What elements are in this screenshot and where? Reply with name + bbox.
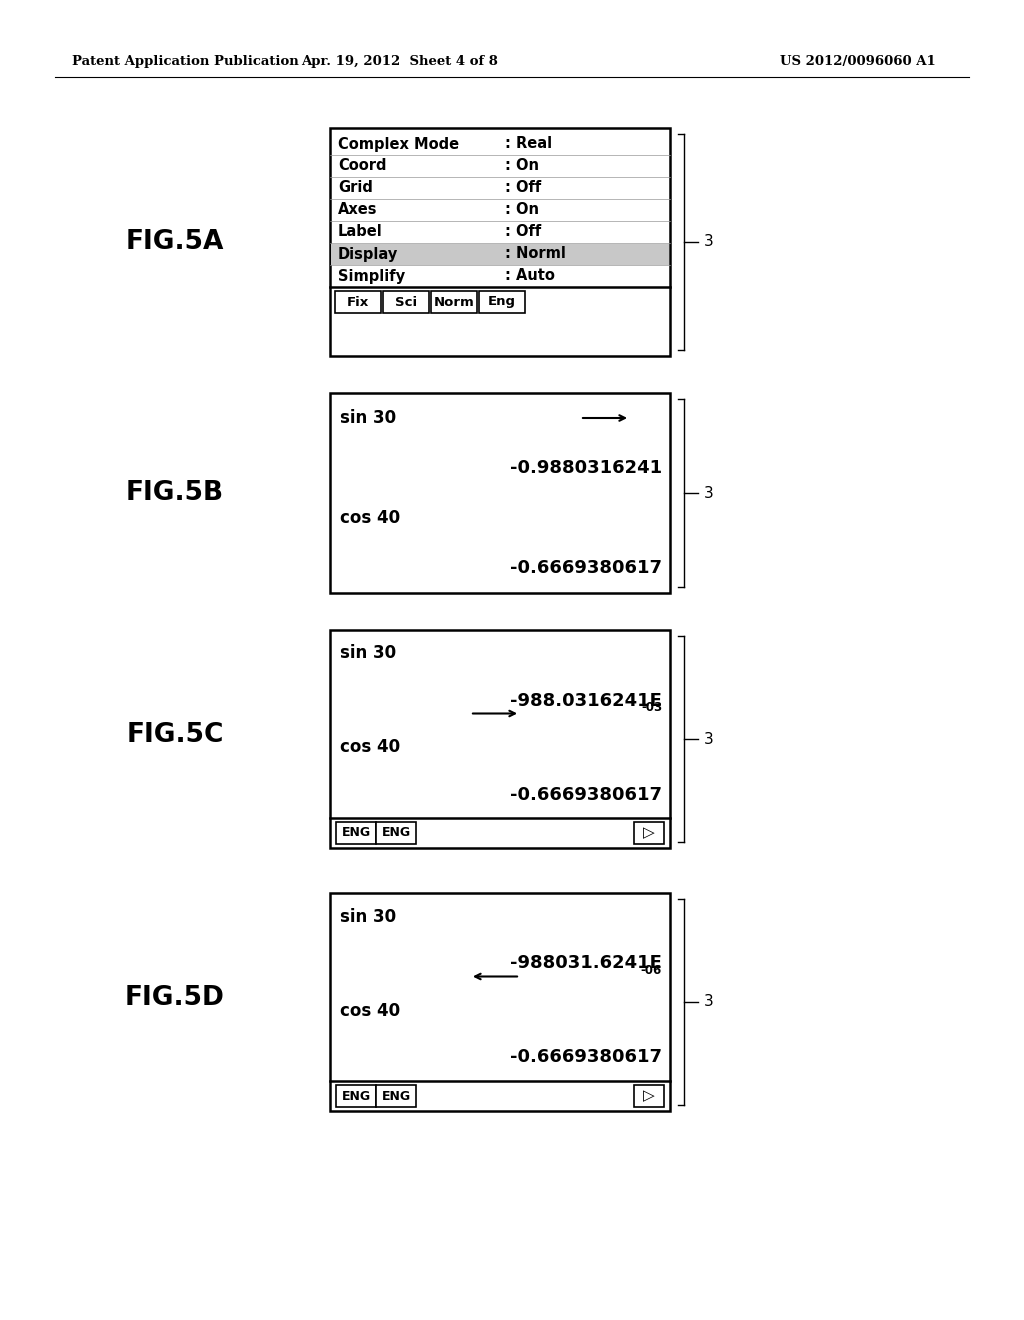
Text: Axes: Axes xyxy=(338,202,378,218)
Text: sin 30: sin 30 xyxy=(340,409,396,426)
Text: : Off: : Off xyxy=(505,181,542,195)
Bar xyxy=(634,822,664,843)
Text: FIG.5D: FIG.5D xyxy=(125,985,225,1011)
Bar xyxy=(479,290,525,313)
Text: -0.6669380617: -0.6669380617 xyxy=(510,1048,662,1067)
Text: 3: 3 xyxy=(705,994,714,1010)
Text: : On: : On xyxy=(505,158,539,173)
Text: -0.6669380617: -0.6669380617 xyxy=(510,558,662,577)
Text: Apr. 19, 2012  Sheet 4 of 8: Apr. 19, 2012 Sheet 4 of 8 xyxy=(301,55,499,69)
Bar xyxy=(634,1085,664,1107)
Text: cos 40: cos 40 xyxy=(340,738,400,756)
Text: Norm: Norm xyxy=(433,296,474,309)
Bar xyxy=(336,1085,376,1107)
Bar xyxy=(335,290,381,313)
Text: -0.9880316241: -0.9880316241 xyxy=(510,459,662,477)
Bar xyxy=(330,894,670,1111)
Text: FIG.5A: FIG.5A xyxy=(126,228,224,255)
Text: Label: Label xyxy=(338,224,383,239)
Bar xyxy=(376,1085,416,1107)
Text: ENG: ENG xyxy=(381,826,411,840)
Text: 3: 3 xyxy=(705,731,714,747)
Text: Grid: Grid xyxy=(338,181,373,195)
Text: Display: Display xyxy=(338,247,398,261)
Bar xyxy=(376,822,416,843)
Bar xyxy=(431,290,477,313)
Text: 3: 3 xyxy=(705,486,714,500)
Text: cos 40: cos 40 xyxy=(340,510,400,527)
Text: -0.6669380617: -0.6669380617 xyxy=(510,785,662,804)
Text: -988.0316241E: -988.0316241E xyxy=(510,692,662,710)
Text: sin 30: sin 30 xyxy=(340,644,396,663)
Text: Patent Application Publication: Patent Application Publication xyxy=(72,55,299,69)
Text: -988031.6241E: -988031.6241E xyxy=(510,954,662,973)
Text: : Real: : Real xyxy=(505,136,552,152)
Text: Simplify: Simplify xyxy=(338,268,406,284)
Text: ▷: ▷ xyxy=(643,1089,655,1104)
Text: Coord: Coord xyxy=(338,158,386,173)
Text: Eng: Eng xyxy=(488,296,516,309)
Bar xyxy=(330,393,670,593)
Text: -06: -06 xyxy=(641,964,662,977)
Text: Fix: Fix xyxy=(347,296,369,309)
Bar xyxy=(383,290,429,313)
Text: Sci: Sci xyxy=(395,296,417,309)
Text: ENG: ENG xyxy=(341,826,371,840)
Text: ▷: ▷ xyxy=(643,825,655,841)
Text: : Norml: : Norml xyxy=(505,247,566,261)
Bar xyxy=(330,128,670,356)
Text: : Auto: : Auto xyxy=(505,268,555,284)
Text: FIG.5B: FIG.5B xyxy=(126,480,224,506)
Text: ENG: ENG xyxy=(341,1089,371,1102)
Text: 3: 3 xyxy=(705,235,714,249)
Text: sin 30: sin 30 xyxy=(340,908,396,925)
Text: FIG.5C: FIG.5C xyxy=(126,722,223,748)
Bar xyxy=(336,822,376,843)
Text: Complex Mode: Complex Mode xyxy=(338,136,459,152)
Text: -03: -03 xyxy=(641,701,662,714)
Text: US 2012/0096060 A1: US 2012/0096060 A1 xyxy=(780,55,936,69)
Text: : On: : On xyxy=(505,202,539,218)
Text: ENG: ENG xyxy=(381,1089,411,1102)
Text: cos 40: cos 40 xyxy=(340,1002,400,1019)
Text: : Off: : Off xyxy=(505,224,542,239)
Bar xyxy=(330,630,670,847)
Bar xyxy=(331,244,669,265)
